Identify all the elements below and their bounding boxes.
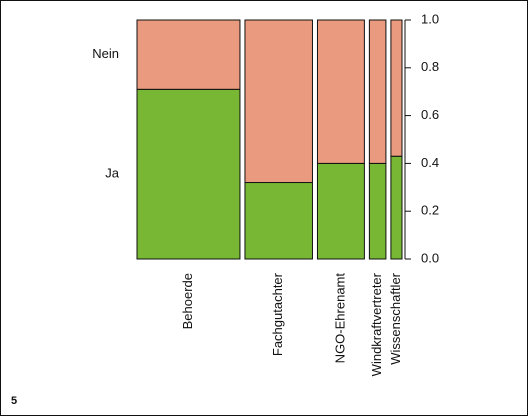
mosaic-cell-nein (390, 19, 403, 157)
axis-tick-label: 0.2 (421, 203, 439, 218)
category-label: NGO-Ehrenamt (332, 273, 347, 364)
mosaic-cell-ja (316, 162, 365, 260)
panel-number: 5 (11, 395, 18, 407)
axis-tick-label: 0.4 (421, 155, 439, 170)
row-label-ja: Ja (105, 166, 120, 181)
mosaic-cell-ja (368, 162, 387, 260)
category-label: Wissenschaftler (388, 272, 403, 364)
axis-tick-label: 1.0 (421, 11, 439, 26)
mosaic-cell-nein (136, 19, 241, 90)
mosaic-cell-ja (136, 88, 241, 260)
mosaic-cell-nein (316, 19, 365, 164)
row-label-nein: Nein (92, 46, 119, 61)
axis-tick-label: 0.0 (421, 250, 439, 265)
category-label: Windkraftvertreter (369, 272, 384, 376)
mosaic-cell-ja (390, 155, 403, 260)
category-label: Behoerde (180, 273, 195, 329)
mosaic-cell-nein (244, 19, 313, 184)
mosaic-cell-nein (368, 19, 387, 164)
axis-tick-label: 0.8 (421, 59, 439, 74)
mosaic-cell-ja (244, 182, 313, 260)
category-label: Fachgutachter (270, 272, 285, 356)
axis-tick-label: 0.6 (421, 107, 439, 122)
